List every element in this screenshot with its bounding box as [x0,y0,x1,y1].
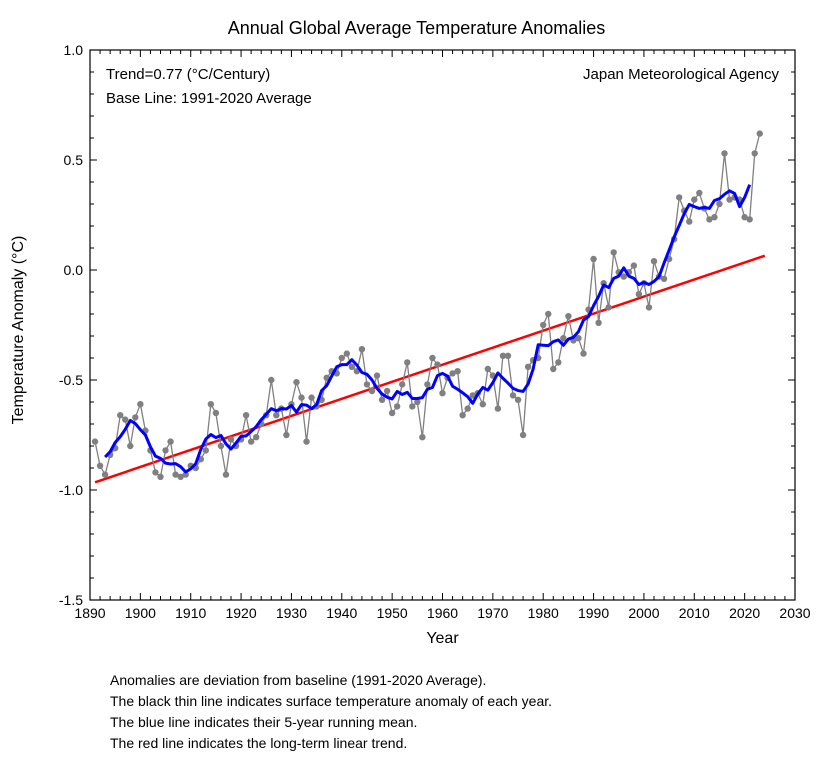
x-tick-label: 1930 [271,605,311,621]
y-tick-label: -0.5 [43,372,83,388]
y-tick-label: -1.5 [43,592,83,608]
x-tick-label: 1920 [221,605,261,621]
x-tick-label: 2000 [624,605,664,621]
y-tick-label: -1.0 [43,482,83,498]
x-tick-label: 1980 [523,605,563,621]
x-tick-label: 1900 [120,605,160,621]
x-tick-label: 1910 [171,605,211,621]
footnote-line: The blue line indicates their 5-year run… [110,712,552,733]
x-tick-label: 1940 [322,605,362,621]
y-tick-label: 0.5 [43,152,83,168]
chart-footnotes: Anomalies are deviation from baseline (1… [110,670,552,754]
annotation-trend: Trend=0.77 (°C/Century) [106,66,270,83]
x-axis-label: Year [90,630,795,648]
annotation-baseline: Base Line: 1991-2020 Average [106,90,312,107]
y-tick-label: 0.0 [43,262,83,278]
x-tick-label: 1960 [423,605,463,621]
footnote-line: Anomalies are deviation from baseline (1… [110,670,552,691]
x-tick-label: 2010 [674,605,714,621]
y-tick-label: 1.0 [43,42,83,58]
x-tick-label: 1970 [473,605,513,621]
chart-container: Annual Global Average Temperature Anomal… [0,0,833,779]
footnote-line: The black thin line indicates surface te… [110,691,552,712]
x-tick-label: 1990 [574,605,614,621]
x-tick-label: 1950 [372,605,412,621]
x-tick-label: 2020 [725,605,765,621]
footnote-line: The red line indicates the long-term lin… [110,733,552,754]
annotation-agency: Japan Meteorological Agency [583,66,779,83]
x-tick-label: 2030 [775,605,815,621]
